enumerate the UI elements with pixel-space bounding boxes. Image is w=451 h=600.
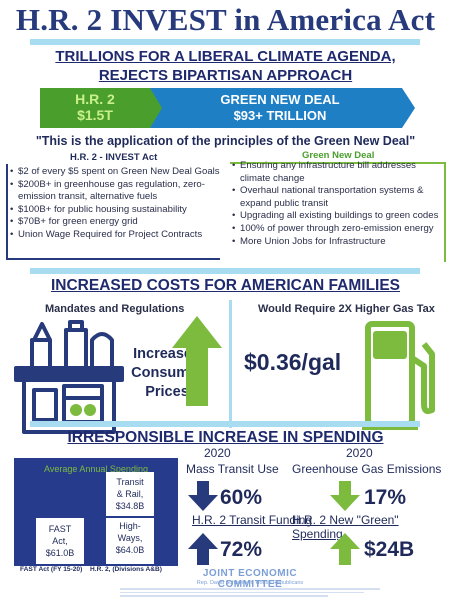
chart-title: Average Annual Spending <box>44 464 148 474</box>
green-spending-label: H.R. 2 New "Green" Spending <box>292 513 399 541</box>
divider-lower <box>30 421 420 427</box>
ghg-pct: 17% <box>364 486 407 509</box>
list-item: $2 of every $5 spent on Green New Deal G… <box>10 166 220 179</box>
transit-funding-label: H.R. 2 Transit Funding <box>192 513 313 527</box>
footer-org: JOINT ECONOMIC COMMITTEE <box>202 568 298 590</box>
fast-bar: FAST Act, $61.0B <box>36 518 84 564</box>
footer-member: Rep. David Schweikert, House Republicans <box>196 580 304 586</box>
fast-axis-label: FAST Act (FY 15-20) <box>20 566 83 573</box>
banner-shape <box>40 88 415 128</box>
quote-text: "This is the application of the principl… <box>35 134 416 148</box>
hr2-axis-label: H.R. 2, (Divisions A&B) <box>90 566 162 573</box>
gas-tax-value: $0.36/gal <box>244 349 342 375</box>
spending-chart: Average Annual Spending FAST Act, $61.0B… <box>14 458 178 566</box>
page-title: H.R. 2 INVEST in America Act <box>15 2 436 37</box>
divider-middle <box>30 268 420 274</box>
highways-bar-label-2: Ways, <box>117 533 143 543</box>
footer-fine-print <box>120 588 380 597</box>
list-item: Upgrading all existing buildings to gree… <box>232 210 444 223</box>
banner-hr2-label: H.R. 2 <box>75 91 115 107</box>
transit-pct: 60% <box>220 486 263 509</box>
fast-bar-label: FAST <box>48 524 72 534</box>
increased-label: Increased <box>133 346 201 362</box>
subtitle-line1: TRILLIONS FOR A LIBERAL CLIMATE AGENDA, <box>55 48 396 65</box>
costs-divider <box>229 300 232 428</box>
list-item: More Union Jobs for Infrastructure <box>232 236 444 249</box>
transit-bar-value: $34.8B <box>115 501 145 511</box>
transit-label: Mass Transit Use <box>186 462 279 476</box>
list-item: Union Wage Required for Project Contract… <box>10 229 220 242</box>
hr2-column-heading: H.R. 2 - INVEST Act <box>70 152 158 163</box>
banner-hr2-value: $1.5T <box>77 107 113 123</box>
year-left: 2020 <box>204 446 231 460</box>
list-item: Ensuring any infrastructure bill address… <box>232 160 444 185</box>
arrow-up-icon <box>330 533 360 565</box>
arrow-up-icon <box>188 533 218 565</box>
banner-gnd-value: $93+ TRILLION <box>233 108 327 123</box>
consumer-label: Consumer <box>131 365 203 381</box>
gnd-column-heading: Green New Deal <box>302 150 375 161</box>
gas-tax-heading: Would Require 2X Higher Gas Tax <box>258 303 435 315</box>
gas-pump-icon <box>362 321 435 430</box>
arrow-down-icon <box>188 481 218 511</box>
fast-bar-label-2: Act, <box>52 536 68 546</box>
mandates-heading: Mandates and Regulations <box>45 303 185 315</box>
ghg-label: Greenhouse Gas Emissions <box>292 462 442 476</box>
costs-section-title: INCREASED COSTS FOR AMERICAN FAMILIES <box>50 277 401 294</box>
fast-bar-value: $61.0B <box>45 548 75 558</box>
arrow-down-icon <box>330 481 360 511</box>
transit-funding-pct: 72% <box>220 538 263 561</box>
hr2-column-box <box>6 164 220 260</box>
subtitle-line2: REJECTS BIPARTISAN APPROACH <box>98 67 353 84</box>
comparison-banner: H.R. 2 $1.5T GREEN NEW DEAL $93+ TRILLIO… <box>40 88 415 128</box>
year-right: 2020 <box>346 446 373 460</box>
green-spending-value: $24B <box>364 538 415 561</box>
prices-label: Prices <box>145 384 189 400</box>
transit-bar-label-2: & Rail, <box>116 489 144 499</box>
gnd-list: Ensuring any infrastructure bill address… <box>232 160 444 248</box>
highways-bar-value: $64.0B <box>115 545 145 555</box>
list-item: $200B+ in greenhouse gas regulation, zer… <box>10 179 220 204</box>
list-item: 100% of power through zero-emission ener… <box>232 223 444 236</box>
spending-section-title: IRRESPONSIBLE INCREASE IN SPENDING <box>67 429 384 446</box>
highways-bar-label: High- <box>119 521 141 531</box>
hr2-bar-top: Transit & Rail, $34.8B <box>106 472 154 518</box>
list-item: Overhaul national transportation systems… <box>232 185 444 210</box>
hr2-bar-bottom: High- Ways, $64.0B <box>106 518 154 564</box>
list-item: $70B+ for green energy grid <box>10 216 220 229</box>
divider-top <box>30 39 420 45</box>
arrow-up-icon <box>172 316 222 406</box>
banner-gnd-label: GREEN NEW DEAL <box>220 92 340 107</box>
grocery-bag-icon <box>14 320 124 434</box>
list-item: $100B+ for public housing sustainability <box>10 204 220 217</box>
hr2-list: $2 of every $5 spent on Green New Deal G… <box>10 166 220 242</box>
transit-bar-label: Transit <box>116 477 144 487</box>
